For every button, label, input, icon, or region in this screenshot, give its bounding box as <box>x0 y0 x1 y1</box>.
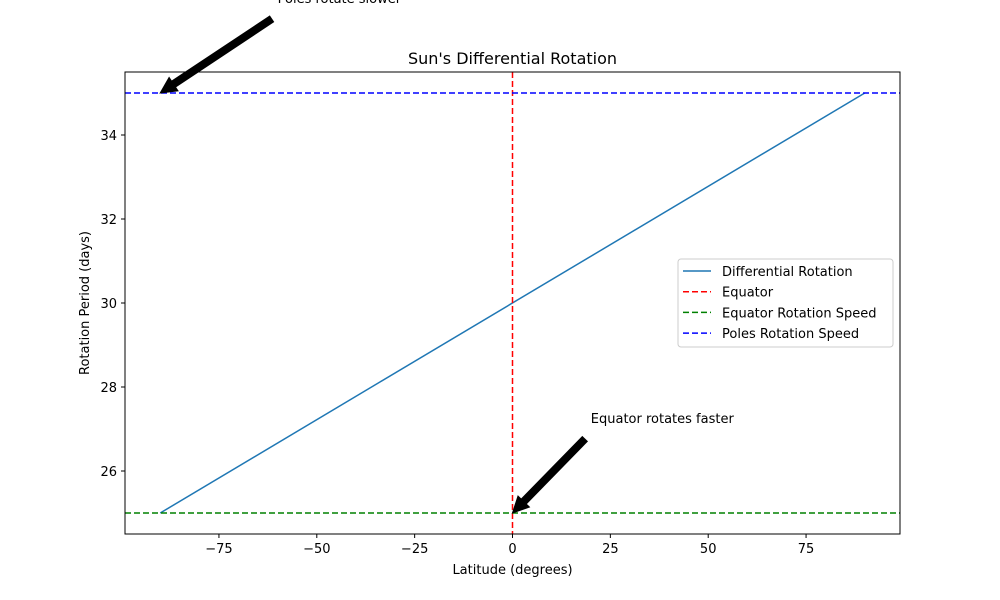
legend-label: Poles Rotation Speed <box>722 327 859 342</box>
legend-label: Equator <box>722 286 774 301</box>
chart-title: Sun's Differential Rotation <box>408 49 617 68</box>
y-axis-label: Rotation Period (days) <box>78 231 93 375</box>
x-axis-label: Latitude (degrees) <box>452 563 572 578</box>
annotation-text-1: Poles rotate slower <box>278 0 402 7</box>
annotation-text-0: Equator rotates faster <box>591 412 735 427</box>
legend-box <box>677 258 894 348</box>
annotation-arrow-1 <box>159 15 275 94</box>
x-tick-label: −25 <box>401 542 428 557</box>
x-tick-label: 25 <box>602 542 619 557</box>
annotation-arrow-0 <box>511 435 589 514</box>
y-tick-label: 26 <box>100 465 117 480</box>
x-tick-label: −50 <box>303 542 330 557</box>
y-tick-label: 30 <box>100 297 117 312</box>
x-tick-label: 50 <box>700 542 717 557</box>
x-tick-label: 75 <box>798 542 815 557</box>
legend-label: Equator Rotation Speed <box>722 306 876 321</box>
x-tick-label: −75 <box>205 542 232 557</box>
y-tick-label: 32 <box>100 213 117 228</box>
y-tick-label: 28 <box>100 381 117 396</box>
y-tick-label: 34 <box>100 129 117 144</box>
legend: Differential Rotation Equator Equator Rota… <box>677 258 894 348</box>
legend-label: Differential Rotation <box>722 265 853 280</box>
x-tick-label: 0 <box>508 542 516 557</box>
